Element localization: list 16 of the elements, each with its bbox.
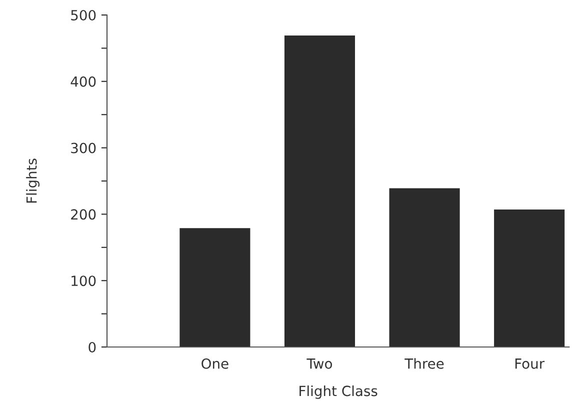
y-tick-label: 400 (70, 76, 96, 87)
y-tick-label: 200 (71, 209, 96, 220)
bar (494, 210, 565, 347)
y-tick-label: 0 (88, 342, 96, 352)
x-tick-label: One (202, 358, 228, 369)
x-tick-label: Four (515, 358, 545, 369)
y-tick-label: 500 (71, 10, 96, 20)
bar (180, 228, 250, 347)
y-tick-label: 100 (72, 276, 96, 286)
bar (389, 188, 460, 347)
x-axis-title: Flight Class (300, 385, 378, 399)
bar (284, 36, 356, 347)
x-tick-label: Two (306, 358, 332, 369)
y-tick-label: 300 (71, 142, 96, 154)
x-tick-label: Three (404, 358, 444, 369)
y-axis-title: Flights (26, 158, 40, 203)
